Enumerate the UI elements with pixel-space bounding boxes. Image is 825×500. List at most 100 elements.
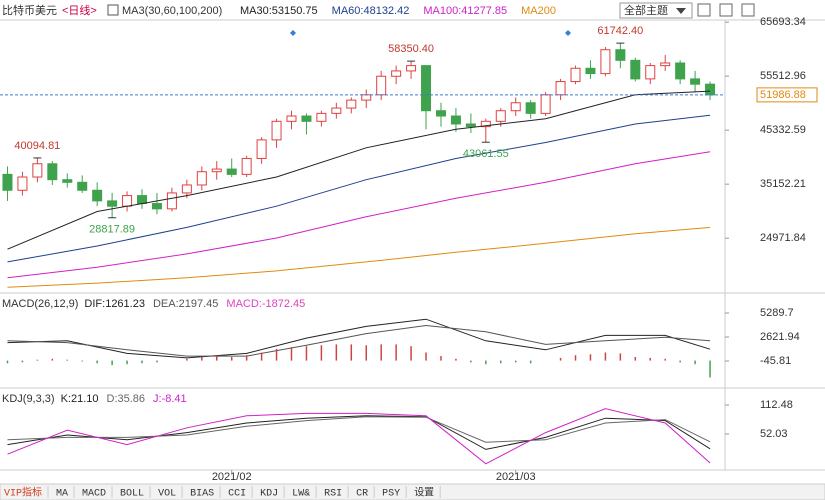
- candle-body: [525, 102, 536, 114]
- ma-line: [7, 151, 711, 279]
- legend-entry: MA30:53150.75: [240, 5, 318, 17]
- icon-button[interactable]: [719, 3, 733, 17]
- chart-title: 比特币美元: [2, 3, 57, 17]
- candle-body: [465, 123, 476, 128]
- chart-subtitle: <日线>: [62, 3, 97, 17]
- tab[interactable]: CCI: [228, 489, 246, 500]
- indicator-line: [7, 415, 711, 450]
- candle-body: [705, 83, 716, 96]
- candle-body: [376, 75, 387, 96]
- candle-body: [241, 157, 252, 175]
- candle-body: [585, 67, 596, 75]
- icon-button[interactable]: [741, 3, 755, 17]
- tab[interactable]: MACD: [82, 489, 106, 500]
- candle-body: [196, 171, 207, 186]
- ma-line: [7, 90, 711, 250]
- annotation: 43061.55: [463, 148, 509, 160]
- ma-line: [7, 114, 711, 263]
- tab-bar: [0, 483, 825, 500]
- indicator-line: [7, 318, 711, 359]
- candle-body: [181, 184, 192, 194]
- x-tick-label: 2021/03: [496, 471, 536, 483]
- y-tick-label: 5289.7: [760, 307, 794, 319]
- y-tick-label: 112.48: [760, 399, 793, 411]
- candle-body: [660, 62, 671, 67]
- legend-entry: D:35.86: [107, 393, 146, 405]
- candle-body: [166, 192, 177, 210]
- theme-select[interactable]: [619, 2, 693, 19]
- candle-body: [2, 173, 13, 191]
- price-label: 51986.88: [760, 89, 806, 101]
- candle-body: [361, 94, 372, 101]
- candle-body: [226, 168, 237, 175]
- tab[interactable]: PSY: [382, 489, 400, 500]
- legend-entry: DEA:2197.45: [153, 298, 218, 310]
- y-tick-label: 35152.21: [760, 178, 806, 190]
- indicator-line: [7, 324, 711, 357]
- tab[interactable]: KDJ: [260, 489, 278, 500]
- candle-body: [107, 200, 118, 207]
- event-marker[interactable]: [565, 30, 571, 36]
- candle-body: [540, 94, 551, 114]
- candle-body: [406, 65, 417, 72]
- tab[interactable]: CR: [356, 489, 368, 500]
- tab[interactable]: VOL: [158, 489, 176, 500]
- y-tick-label: -45.81: [760, 355, 791, 367]
- candle-body: [510, 102, 521, 112]
- ma-line: [7, 226, 711, 288]
- indicator-icon[interactable]: [107, 4, 119, 16]
- tab[interactable]: BIAS: [190, 489, 214, 500]
- candle-body: [122, 195, 133, 207]
- annotation: 28817.89: [89, 224, 135, 236]
- candle-body: [675, 62, 686, 80]
- tab[interactable]: RSI: [324, 489, 342, 500]
- indicator-line: [7, 416, 711, 443]
- candle-body: [211, 168, 222, 173]
- legend-entry: K:21.10: [61, 393, 99, 405]
- tab[interactable]: VIP指标: [4, 486, 42, 500]
- candle-body: [137, 195, 148, 205]
- candle-body: [570, 67, 581, 83]
- candle-body: [77, 181, 88, 191]
- annotation: 61742.40: [597, 25, 643, 37]
- candle-body: [450, 115, 461, 125]
- candle-body: [271, 120, 282, 141]
- candle-body: [600, 49, 611, 75]
- y-tick-label: 52.03: [760, 428, 788, 440]
- y-tick-label: 24971.84: [760, 232, 806, 244]
- legend-entry: J:-8.41: [153, 393, 187, 405]
- legend-entry: MA60:48132.42: [332, 5, 410, 17]
- candle-body: [286, 115, 297, 122]
- candle-body: [301, 115, 312, 122]
- candle-body: [151, 203, 162, 210]
- annotation: 58350.40: [388, 43, 434, 55]
- indicator-line: [7, 408, 711, 465]
- candle-body: [630, 59, 641, 80]
- dropdown-arrow: [676, 8, 686, 14]
- event-marker[interactable]: [290, 30, 296, 36]
- y-tick-label: 65693.34: [760, 16, 806, 28]
- candle-body: [615, 49, 626, 61]
- price-box: [756, 87, 818, 103]
- panel-title: MACD(26,12,9): [2, 298, 78, 310]
- candle-body: [17, 176, 28, 191]
- candle-body: [435, 110, 446, 117]
- legend-entry: MA200: [521, 5, 556, 17]
- legend-entry: DIF:1261.23: [84, 298, 145, 310]
- y-tick-label: 45332.59: [760, 124, 806, 136]
- indicator-label: MA3(30,60,100,200): [122, 5, 222, 17]
- tab[interactable]: LW&: [292, 489, 310, 500]
- tab[interactable]: 设置: [414, 487, 434, 500]
- annotation: 40094.81: [14, 140, 60, 152]
- icon-button[interactable]: [697, 3, 711, 17]
- candle-body: [256, 139, 267, 159]
- theme-select-label[interactable]: 全部主题: [624, 3, 668, 17]
- legend-entry: MA100:41277.85: [423, 5, 507, 17]
- tab[interactable]: BOLL: [120, 489, 144, 500]
- tab[interactable]: MA: [56, 489, 68, 500]
- y-tick-label: 2621.94: [760, 331, 800, 343]
- candle-body: [645, 65, 656, 80]
- candle-body: [62, 179, 73, 183]
